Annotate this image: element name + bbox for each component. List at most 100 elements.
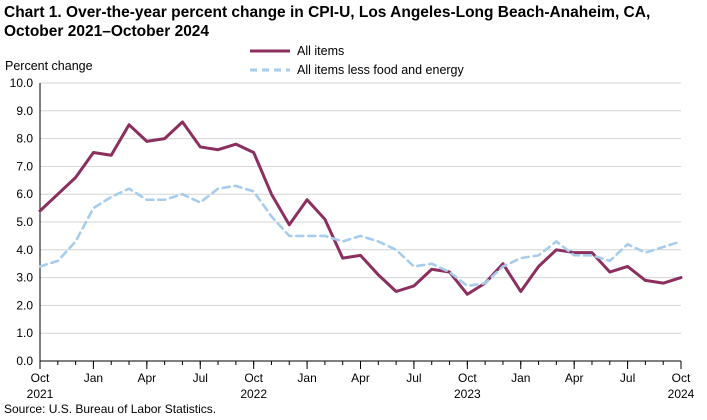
point-all-items-0 [39,210,41,212]
point-all-items-31 [591,251,593,253]
legend: All items All items less food and energy [250,44,465,77]
point-core-1 [57,260,59,262]
point-all-items-5 [128,124,130,126]
point-core-9 [199,201,201,203]
point-core-28 [537,254,539,256]
point-core-22 [431,263,433,265]
point-all-items-3 [92,151,94,153]
point-core-34 [644,251,646,253]
point-core-36 [680,240,682,242]
y-tick-label-7.0: 7.0 [16,159,33,173]
point-core-25 [484,282,486,284]
x-tick-label-jan-15: Jan [297,371,316,385]
point-core-0 [39,265,41,267]
point-core-6 [146,199,148,201]
point-core-33 [626,243,628,245]
point-all-items-19 [377,274,379,276]
x-tick-label-jul-21: Jul [406,371,421,385]
point-core-13 [270,215,272,217]
point-all-items-18 [359,254,361,256]
point-core-8 [181,193,183,195]
point-core-2 [74,240,76,242]
x-tick-year-2022: 2022 [240,387,267,401]
chart-title-line-1: Chart 1. Over-the-year percent change in… [4,4,651,21]
x-tick-label-apr-6: Apr [137,371,156,385]
x-tick-label-oct-36: Oct [672,371,691,385]
point-core-3 [92,207,94,209]
source-note: Source: U.S. Bureau of Labor Statistics. [4,402,217,416]
point-core-32 [609,260,611,262]
x-tick-year-2021: 2021 [27,387,54,401]
x-tick-label-apr-30: Apr [565,371,584,385]
point-core-17 [341,240,343,242]
point-all-items-22 [431,268,433,270]
point-core-12 [252,190,254,192]
point-core-18 [359,235,361,237]
y-tick-label-0.0: 0.0 [16,354,33,368]
point-core-7 [163,199,165,201]
point-all-items-27 [520,290,522,292]
point-all-items-32 [609,271,611,273]
point-all-items-24 [466,293,468,295]
chart-title-line-2: October 2021–October 2024 [4,23,210,40]
point-all-items-10 [217,149,219,151]
point-core-10 [217,187,219,189]
point-core-20 [395,249,397,251]
point-core-4 [110,196,112,198]
point-all-items-35 [662,282,664,284]
y-tick-label-2.0: 2.0 [16,298,33,312]
point-core-5 [128,187,130,189]
legend-label-all-items: All items [297,44,344,58]
points-core [39,185,682,287]
point-all-items-4 [110,154,112,156]
point-all-items-28 [537,265,539,267]
x-tick-label-jul-33: Jul [620,371,635,385]
point-all-items-11 [235,143,237,145]
point-all-items-9 [199,146,201,148]
point-all-items-33 [626,265,628,267]
x-tick-label-jan-27: Jan [511,371,530,385]
y-axis-label: Percent change [5,59,93,73]
x-tick-label-jan-3: Jan [84,371,103,385]
point-core-27 [520,257,522,259]
y-tick-label-5.0: 5.0 [16,215,33,229]
point-core-16 [324,235,326,237]
point-all-items-17 [341,257,343,259]
series-line-all-items [38,120,683,296]
point-all-items-7 [163,137,165,139]
point-all-items-15 [306,199,308,201]
point-core-23 [448,271,450,273]
point-all-items-6 [146,140,148,142]
y-tick-label-10.0: 10.0 [10,76,34,90]
x-tick-label-apr-18: Apr [351,371,370,385]
x-tick-year-2023: 2023 [454,387,481,401]
series-lines [38,120,683,296]
points-all-items [39,121,682,296]
point-core-19 [377,240,379,242]
point-all-items-29 [555,249,557,251]
chart-title: Chart 1. Over-the-year percent change in… [4,3,704,41]
point-all-items-14 [288,224,290,226]
point-core-35 [662,246,664,248]
point-all-items-8 [181,121,183,123]
point-all-items-16 [324,218,326,220]
point-all-items-36 [680,276,682,278]
point-core-15 [306,235,308,237]
point-core-31 [591,254,593,256]
x-tick-label-oct-0: Oct [31,371,50,385]
y-tick-label-3.0: 3.0 [16,271,33,285]
y-tick-label-6.0: 6.0 [16,187,33,201]
y-tick-label-9.0: 9.0 [16,104,33,118]
point-all-items-20 [395,290,397,292]
x-tick-label-oct-24: Oct [458,371,477,385]
series-line-core [38,184,683,288]
point-all-items-26 [502,263,504,265]
y-tick-label-4.0: 4.0 [16,243,33,257]
x-tick-label-jul-9: Jul [193,371,208,385]
point-all-items-13 [270,193,272,195]
point-all-items-2 [74,176,76,178]
legend-label-core: All items less food and energy [297,63,465,77]
y-tick-label-1.0: 1.0 [16,326,33,340]
point-all-items-34 [644,279,646,281]
